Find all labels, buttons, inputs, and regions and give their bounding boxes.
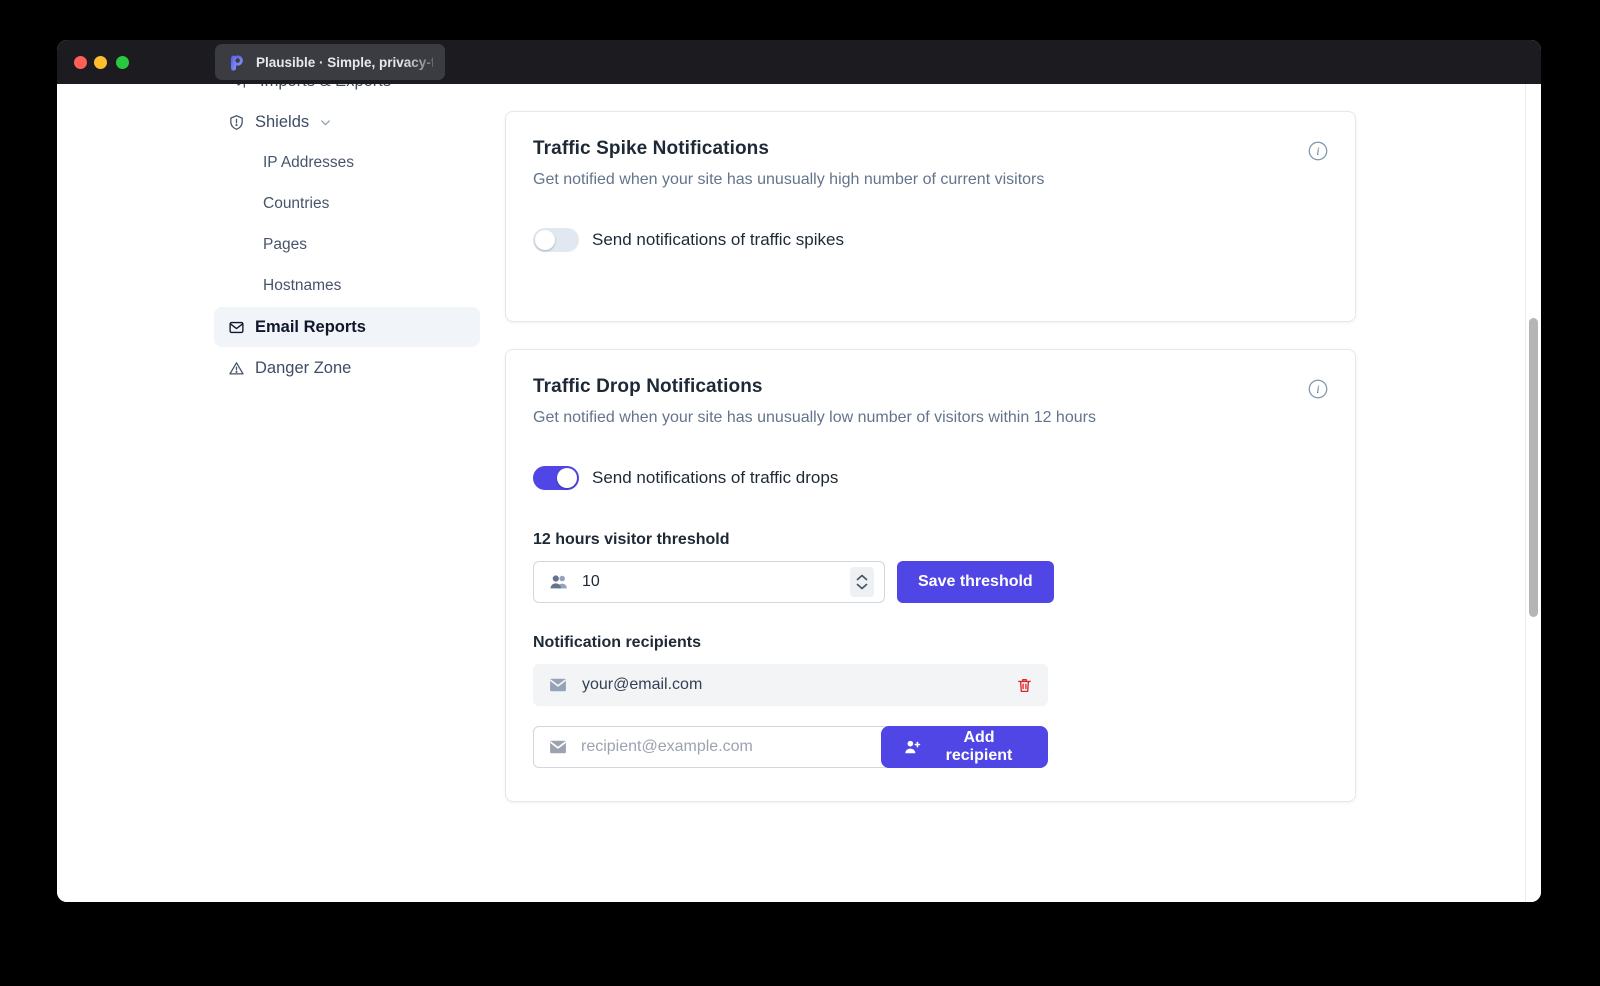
- number-stepper[interactable]: [850, 567, 874, 597]
- save-threshold-button[interactable]: Save threshold: [897, 561, 1054, 603]
- recipients-label: Notification recipients: [533, 634, 702, 651]
- sidebar-item-label: IP Addresses: [263, 154, 355, 171]
- sidebar-item-label: Danger Zone: [255, 358, 352, 377]
- chevron-down-icon: [318, 115, 333, 130]
- visitor-threshold-input[interactable]: 10: [533, 561, 885, 603]
- traffic-drop-card: Traffic Drop Notifications i Get notifie…: [505, 349, 1356, 802]
- toggle-knob: [557, 468, 577, 488]
- tab-title-fade: [403, 44, 445, 80]
- info-icon[interactable]: i: [1307, 378, 1329, 400]
- traffic-spike-toggle[interactable]: [533, 228, 579, 252]
- sidebar-item-label: Pages: [263, 236, 307, 253]
- add-recipient-input[interactable]: [581, 738, 881, 756]
- trash-icon: [1016, 676, 1033, 694]
- envelope-filled-icon: [548, 737, 568, 757]
- window-titlebar: Plausible · Simple, privacy-frien: [57, 40, 1541, 84]
- app-window: Plausible · Simple, privacy-frien Import…: [57, 40, 1541, 902]
- add-recipient-button-label: Add recipient: [945, 729, 1013, 764]
- sidebar-item-shields[interactable]: Shields: [214, 102, 480, 142]
- card-title: Traffic Drop Notifications: [533, 376, 763, 397]
- threshold-value: 10: [582, 573, 600, 590]
- sidebar-item-countries[interactable]: Countries: [214, 184, 480, 224]
- toggle-label: Send notifications of traffic spikes: [592, 230, 844, 249]
- delete-recipient-button[interactable]: [1016, 676, 1033, 694]
- svg-text:i: i: [1316, 146, 1319, 158]
- card-description: Get notified when your site has unusuall…: [533, 409, 1096, 426]
- minimize-window-button[interactable]: [93, 55, 107, 69]
- scrollbar-track-edge: [1525, 84, 1526, 902]
- sidebar-item-label: Hostnames: [263, 277, 342, 294]
- scrollbar-thumb[interactable]: [1529, 318, 1538, 617]
- recipient-email: your@email.com: [582, 676, 703, 693]
- sidebar-item-hostnames[interactable]: Hostnames: [214, 266, 480, 306]
- envelope-filled-icon: [548, 675, 568, 695]
- plausible-logo-icon: [227, 53, 246, 72]
- sidebar-item-label: Shields: [255, 112, 310, 131]
- envelope-icon: [228, 319, 245, 336]
- sidebar-item-label: Imports & Exports: [260, 84, 391, 91]
- svg-text:i: i: [1316, 384, 1319, 396]
- threshold-label: 12 hours visitor threshold: [533, 531, 730, 548]
- sidebar-item-danger-zone[interactable]: Danger Zone: [214, 348, 480, 388]
- sidebar-item-label: Email Reports: [255, 317, 366, 336]
- add-recipient-button[interactable]: Add recipient: [881, 726, 1048, 768]
- browser-tab[interactable]: Plausible · Simple, privacy-frien: [215, 44, 445, 80]
- sidebar-item-label: Countries: [263, 195, 330, 212]
- settings-sidebar: Imports & Exports Shields IP Addresses: [214, 84, 480, 389]
- page-content: Imports & Exports Shields IP Addresses: [57, 84, 1541, 902]
- recipient-row: your@email.com: [533, 664, 1048, 706]
- add-recipient-input-wrap: [533, 726, 896, 768]
- user-plus-icon: [902, 737, 922, 757]
- traffic-drop-toggle[interactable]: [533, 466, 579, 490]
- close-window-button[interactable]: [73, 55, 87, 69]
- import-export-icon: [233, 84, 250, 90]
- card-description: Get notified when your site has unusuall…: [533, 171, 1045, 188]
- zoom-window-button[interactable]: [115, 55, 129, 69]
- tab-title: Plausible · Simple, privacy-frien: [256, 54, 433, 70]
- sidebar-item-email-reports[interactable]: Email Reports: [214, 307, 480, 347]
- add-recipient-row: Add recipient: [533, 726, 1048, 768]
- toggle-knob: [535, 230, 555, 250]
- sidebar-item-ip-addresses[interactable]: IP Addresses: [214, 143, 480, 183]
- traffic-spike-card: Traffic Spike Notifications i Get notifi…: [505, 111, 1356, 322]
- sidebar-item-pages[interactable]: Pages: [214, 225, 480, 265]
- shield-icon: [228, 114, 245, 131]
- info-icon[interactable]: i: [1307, 140, 1329, 162]
- toggle-label: Send notifications of traffic drops: [592, 468, 839, 487]
- sidebar-item-imports-exports[interactable]: Imports & Exports: [214, 84, 480, 101]
- users-icon: [548, 571, 570, 593]
- warning-icon: [228, 360, 245, 377]
- card-title: Traffic Spike Notifications: [533, 138, 770, 159]
